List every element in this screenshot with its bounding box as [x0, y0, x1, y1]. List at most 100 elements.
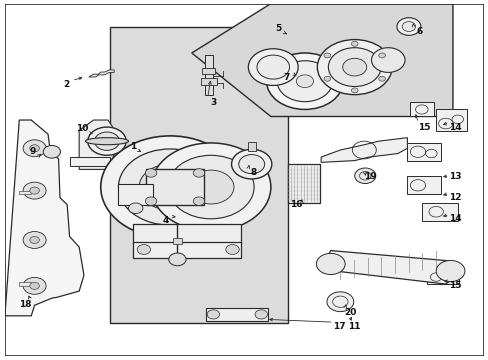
Circle shape [137, 244, 150, 255]
Circle shape [255, 310, 267, 319]
Text: 17: 17 [332, 322, 345, 331]
Circle shape [266, 53, 343, 109]
Circle shape [401, 22, 415, 31]
Polygon shape [19, 190, 31, 194]
Circle shape [23, 140, 46, 157]
Text: 15: 15 [448, 282, 461, 290]
Text: 9: 9 [29, 147, 36, 156]
Circle shape [396, 18, 420, 35]
Text: 16: 16 [289, 200, 302, 209]
Bar [421, 203, 457, 221]
Text: 7: 7 [283, 73, 289, 82]
Circle shape [326, 292, 353, 312]
Polygon shape [19, 282, 31, 286]
Circle shape [327, 48, 380, 86]
Text: 19: 19 [364, 172, 376, 181]
Ellipse shape [85, 138, 128, 145]
Circle shape [23, 182, 46, 199]
Polygon shape [172, 238, 182, 243]
Circle shape [256, 55, 289, 79]
Text: 18: 18 [19, 300, 31, 309]
Bar [435, 109, 467, 131]
Text: 12: 12 [448, 193, 461, 202]
Circle shape [317, 40, 391, 95]
Circle shape [324, 76, 330, 81]
Polygon shape [321, 138, 407, 162]
Text: 15: 15 [417, 123, 429, 132]
Circle shape [101, 136, 239, 238]
Circle shape [371, 48, 404, 72]
Circle shape [354, 168, 375, 184]
Circle shape [342, 58, 366, 76]
Text: 10: 10 [76, 124, 88, 133]
Circle shape [238, 154, 264, 174]
Circle shape [316, 253, 345, 275]
Circle shape [225, 244, 239, 255]
Circle shape [193, 197, 204, 206]
Circle shape [30, 237, 40, 243]
Bar [205, 55, 212, 95]
Circle shape [94, 132, 119, 150]
Circle shape [351, 88, 357, 93]
Circle shape [167, 155, 254, 219]
Bar [110, 27, 287, 323]
Bar [201, 78, 216, 85]
Text: 2: 2 [63, 80, 69, 89]
Circle shape [128, 203, 142, 213]
Bar [340, 60, 356, 74]
Circle shape [193, 169, 204, 177]
Bar [287, 164, 320, 203]
Circle shape [155, 176, 185, 198]
Circle shape [30, 145, 40, 152]
Circle shape [30, 187, 40, 194]
Circle shape [118, 149, 222, 225]
Bar [407, 143, 440, 161]
Polygon shape [69, 157, 110, 166]
Text: 20: 20 [344, 308, 356, 317]
Circle shape [23, 277, 46, 294]
Circle shape [378, 53, 385, 58]
Text: 4: 4 [162, 216, 168, 225]
Circle shape [248, 49, 298, 85]
Text: 8: 8 [250, 168, 257, 177]
Polygon shape [191, 4, 452, 117]
Circle shape [139, 164, 201, 210]
Text: 14: 14 [448, 214, 461, 223]
Bar [248, 142, 255, 151]
Circle shape [187, 170, 233, 204]
Circle shape [277, 61, 332, 102]
Bar [117, 184, 153, 205]
Bar [409, 102, 433, 117]
Bar [407, 176, 440, 194]
Text: 3: 3 [210, 98, 216, 107]
Circle shape [231, 149, 271, 179]
Circle shape [151, 143, 270, 231]
Text: 6: 6 [415, 27, 422, 36]
Polygon shape [325, 251, 452, 284]
Text: 1: 1 [130, 142, 136, 151]
Bar [206, 308, 268, 321]
Bar [133, 224, 241, 243]
Circle shape [145, 197, 157, 206]
Polygon shape [5, 120, 84, 316]
Circle shape [145, 169, 157, 177]
Polygon shape [79, 120, 115, 170]
Circle shape [378, 76, 385, 81]
Circle shape [207, 310, 219, 319]
Text: 14: 14 [448, 123, 461, 132]
Text: 11: 11 [348, 322, 360, 331]
Circle shape [324, 53, 330, 58]
Circle shape [435, 260, 464, 282]
Circle shape [43, 145, 61, 158]
Bar [426, 270, 458, 284]
Circle shape [23, 231, 46, 248]
Circle shape [351, 41, 357, 46]
Bar [202, 68, 214, 74]
Circle shape [168, 253, 185, 266]
Bar [133, 242, 241, 258]
Circle shape [30, 282, 40, 289]
Text: 13: 13 [448, 172, 461, 181]
Polygon shape [89, 70, 114, 77]
Circle shape [88, 127, 126, 155]
Bar [146, 170, 203, 205]
